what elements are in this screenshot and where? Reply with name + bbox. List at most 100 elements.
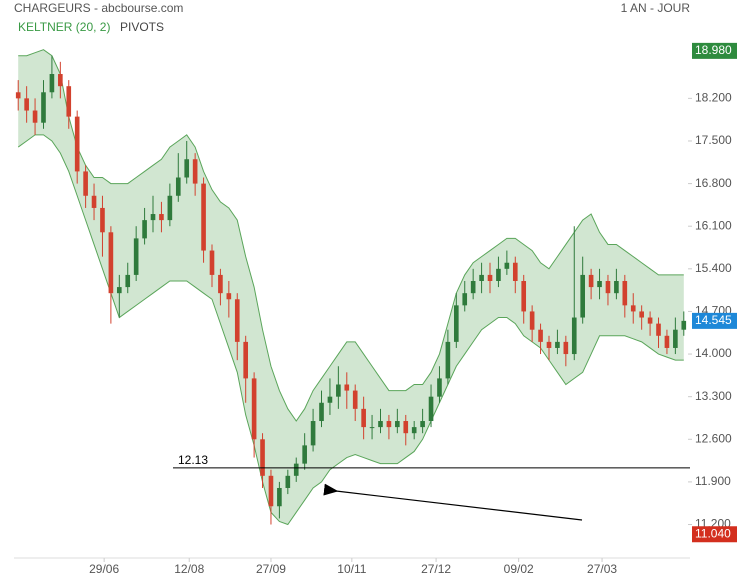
candle-body — [302, 445, 307, 464]
candle-body — [167, 195, 173, 221]
x-tick-label: 27/03 — [587, 562, 617, 576]
candle-body — [614, 280, 619, 294]
candle-body — [479, 274, 484, 281]
candle-body — [83, 171, 88, 196]
candle-body — [437, 378, 442, 397]
candle-body — [428, 396, 434, 422]
candle-body — [41, 92, 46, 123]
candle-body — [125, 274, 131, 288]
candle-body — [470, 280, 476, 294]
candle-body — [133, 238, 139, 275]
candle-body — [310, 421, 316, 446]
price-mark — [692, 42, 737, 59]
indicator-label: KELTNER (20, 2) — [18, 20, 110, 34]
y-tick-label: 11.900 — [695, 474, 731, 488]
candle-body — [395, 421, 400, 428]
candle-body — [378, 421, 383, 428]
candle-body — [555, 341, 560, 348]
candle-body — [453, 305, 459, 342]
candle-body — [673, 329, 678, 348]
candle-body — [352, 390, 358, 409]
candle-body — [91, 195, 97, 208]
candle-body — [234, 299, 240, 342]
candle-body — [49, 74, 55, 93]
x-tick-label: 27/09 — [256, 562, 286, 576]
candle-body — [504, 262, 510, 269]
candle-body — [142, 220, 147, 239]
indicator-label: PIVOTS — [120, 20, 164, 34]
candle-body — [588, 274, 594, 288]
y-tick-label: 16.100 — [695, 218, 732, 232]
x-tick-label: 10/11 — [337, 562, 366, 576]
candle-body — [226, 293, 232, 300]
candle-body — [622, 280, 628, 306]
candle-body — [285, 475, 291, 488]
candle-body — [15, 92, 21, 99]
candle-body — [403, 421, 409, 434]
candle-body — [108, 232, 114, 294]
candle-body — [192, 159, 198, 184]
candle-body — [639, 311, 644, 318]
keltner-line — [18, 49, 684, 422]
candle-body — [538, 329, 543, 342]
y-tick-label: 18.200 — [695, 91, 732, 105]
y-tick-label: 15.400 — [695, 261, 732, 275]
candle-body — [336, 384, 341, 397]
candle-body — [344, 384, 350, 391]
candle-body — [529, 311, 535, 330]
candle-body — [462, 293, 468, 306]
y-tick-label: 13.300 — [695, 389, 732, 403]
candle-body — [319, 402, 324, 422]
keltner-line — [17, 134, 684, 526]
candle-body — [293, 463, 299, 476]
candle-body — [260, 439, 265, 476]
candle-body — [361, 408, 366, 428]
candle-body — [150, 214, 156, 221]
candle-body — [386, 421, 392, 428]
candle-body — [420, 421, 425, 428]
candle-body — [184, 159, 190, 178]
candle-body — [546, 341, 552, 348]
candle-body — [32, 110, 38, 123]
candle-body — [159, 214, 164, 221]
y-tick-label: 16.800 — [695, 176, 732, 190]
candle-body — [597, 280, 602, 288]
candle-body — [496, 268, 501, 281]
x-tick-label: 29/06 — [89, 562, 119, 576]
candle-body — [656, 323, 661, 336]
candle-body — [116, 287, 122, 294]
candle-body — [58, 74, 63, 87]
candle-body — [521, 280, 527, 312]
candle-body — [571, 317, 577, 355]
candle-body — [74, 116, 80, 172]
candle-body — [369, 427, 375, 429]
candle-body — [175, 177, 181, 196]
candle-body — [209, 250, 215, 275]
candle-body — [411, 427, 417, 434]
candle-body — [100, 207, 105, 233]
price-mark-label: 11.040 — [695, 526, 731, 540]
candle-body — [218, 274, 223, 294]
candle-body — [268, 475, 274, 507]
candle-body — [277, 487, 282, 507]
price-mark — [692, 312, 737, 329]
candle-body — [243, 341, 249, 379]
x-tick-label: 12/08 — [174, 562, 204, 576]
price-mark-label: 14.545 — [695, 313, 732, 327]
candle-body — [24, 98, 29, 111]
candle-body — [512, 262, 518, 281]
candle-body — [445, 341, 451, 379]
price-mark-label: 18.980 — [695, 43, 732, 57]
period: 1 AN - JOUR — [621, 1, 691, 15]
pivot-label: 12.13 — [178, 453, 208, 467]
y-tick-label: 14.000 — [695, 346, 732, 360]
y-tick-label: 12.600 — [695, 431, 732, 445]
y-tick-label: 17.500 — [695, 133, 732, 147]
candle-body — [201, 183, 206, 251]
price-mark — [692, 526, 737, 543]
x-tick-label: 09/02 — [504, 562, 534, 576]
x-tick-label: 27/12 — [421, 562, 451, 576]
candle-body — [487, 274, 493, 281]
annotation-arrow — [323, 483, 583, 521]
candle-body — [630, 305, 636, 312]
